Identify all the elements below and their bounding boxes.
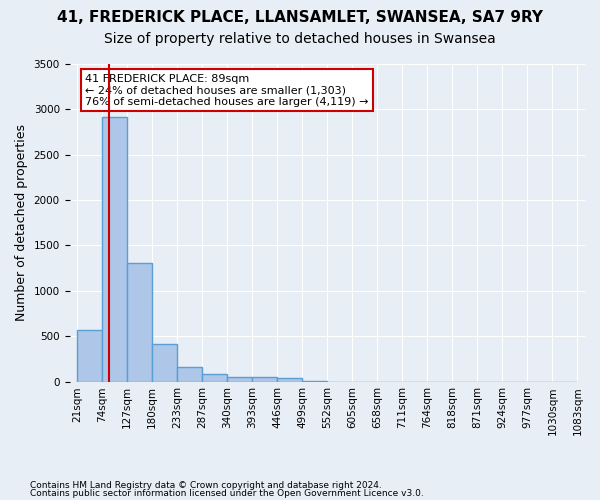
- Y-axis label: Number of detached properties: Number of detached properties: [15, 124, 28, 322]
- Text: Contains public sector information licensed under the Open Government Licence v3: Contains public sector information licen…: [30, 488, 424, 498]
- Text: Size of property relative to detached houses in Swansea: Size of property relative to detached ho…: [104, 32, 496, 46]
- Text: 41 FREDERICK PLACE: 89sqm
← 24% of detached houses are smaller (1,303)
76% of se: 41 FREDERICK PLACE: 89sqm ← 24% of detac…: [85, 74, 368, 106]
- Bar: [77, 330, 102, 382]
- Bar: [302, 380, 327, 382]
- Bar: [177, 368, 202, 382]
- Bar: [152, 344, 177, 382]
- Bar: [202, 374, 227, 382]
- Bar: [277, 378, 302, 382]
- Text: Contains HM Land Registry data © Crown copyright and database right 2024.: Contains HM Land Registry data © Crown c…: [30, 481, 382, 490]
- Text: 41, FREDERICK PLACE, LLANSAMLET, SWANSEA, SA7 9RY: 41, FREDERICK PLACE, LLANSAMLET, SWANSEA…: [57, 10, 543, 25]
- Bar: [127, 262, 152, 382]
- Bar: [227, 376, 252, 382]
- Bar: [102, 116, 127, 382]
- Bar: [252, 378, 277, 382]
